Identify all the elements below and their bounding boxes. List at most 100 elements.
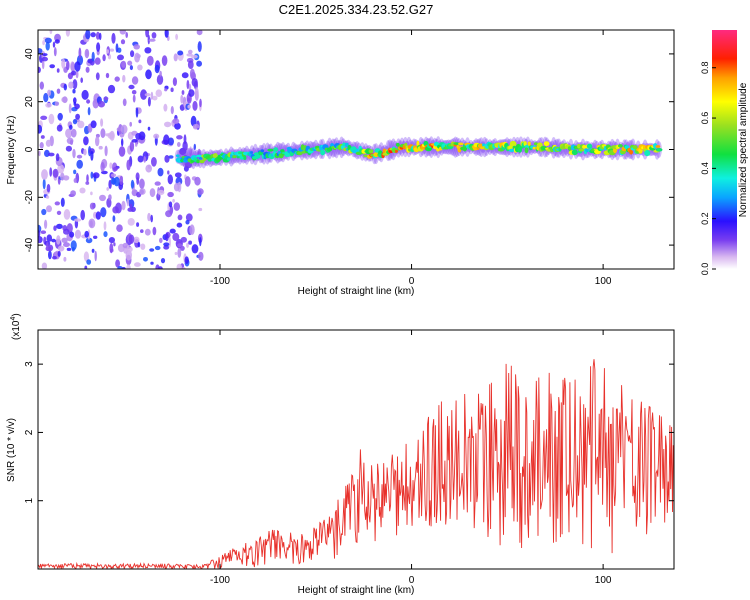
noise-blob	[39, 142, 44, 149]
noise-blob	[68, 103, 72, 114]
noise-blob	[116, 224, 123, 232]
noise-blob	[56, 68, 60, 73]
noise-blob	[38, 48, 43, 54]
trace-point	[232, 155, 237, 159]
noise-blob	[42, 40, 45, 46]
noise-blob	[131, 139, 138, 143]
noise-blob	[79, 187, 86, 194]
noise-blob	[156, 74, 164, 85]
noise-blob	[175, 33, 179, 41]
noise-blob	[139, 188, 146, 195]
noise-blob	[128, 84, 135, 90]
noise-blob	[84, 265, 88, 269]
noise-blob	[176, 222, 183, 228]
noise-blob	[109, 162, 113, 169]
noise-blob	[173, 182, 180, 192]
noise-blob	[93, 235, 98, 239]
noise-blob	[190, 54, 198, 59]
noise-blob	[133, 44, 140, 50]
noise-blob	[86, 174, 89, 183]
noise-blob	[61, 58, 66, 69]
noise-blob	[40, 115, 48, 121]
noise-blob	[74, 61, 81, 72]
noise-blob	[165, 233, 169, 242]
noise-blob	[94, 250, 97, 262]
noise-blob	[106, 187, 109, 191]
noise-blob	[145, 69, 152, 80]
noise-blob	[92, 172, 100, 179]
noise-blob	[85, 181, 90, 185]
noise-blob	[69, 231, 75, 238]
noise-blob	[71, 128, 77, 138]
noise-blob	[173, 202, 180, 211]
noise-blob	[199, 98, 202, 108]
noise-blob	[147, 96, 151, 107]
noise-blob	[163, 245, 170, 250]
noise-blob	[121, 138, 124, 147]
noise-blob	[143, 156, 147, 163]
noise-blob	[168, 236, 171, 248]
noise-blob	[99, 194, 106, 202]
colorbar-tick-label: 0.4	[700, 162, 710, 175]
noise-blob	[192, 100, 198, 111]
trace-point	[394, 149, 398, 153]
noise-blob	[40, 135, 45, 139]
noise-blob	[196, 30, 203, 36]
noise-blob	[53, 225, 57, 231]
noise-blob	[41, 208, 47, 216]
trace-point	[458, 142, 464, 146]
noise-blob	[198, 251, 204, 261]
noise-blob	[103, 96, 109, 101]
noise-blob	[90, 120, 97, 129]
trace-point	[227, 157, 231, 161]
noise-blob	[78, 47, 82, 59]
noise-blob	[40, 230, 47, 234]
noise-blob	[110, 177, 117, 185]
noise-blob	[117, 266, 123, 269]
noise-blob	[104, 145, 108, 157]
noise-blob	[145, 30, 149, 38]
noise-blob	[170, 87, 174, 93]
noise-blob	[111, 32, 116, 44]
colorbar-label: Normalized spectral amplitude	[738, 82, 749, 217]
noise-blob	[43, 92, 49, 103]
noise-blob	[39, 81, 44, 90]
noise-blob	[69, 124, 73, 130]
noise-blob	[83, 251, 89, 262]
noise-blob	[66, 60, 70, 71]
trace-point	[524, 147, 529, 154]
x-tick-label: 100	[595, 575, 612, 586]
snr-series-line	[38, 359, 674, 569]
trace-point	[537, 142, 543, 148]
noise-blob	[94, 57, 101, 65]
noise-blob	[140, 89, 148, 100]
noise-blob	[74, 103, 80, 110]
noise-blob	[168, 155, 174, 159]
noise-blob	[164, 88, 168, 92]
noise-blob	[154, 245, 161, 251]
noise-blob	[128, 246, 133, 252]
noise-blob	[180, 236, 187, 243]
noise-blob	[104, 133, 111, 137]
trace-point	[195, 154, 203, 158]
noise-blob	[71, 247, 75, 252]
noise-blob	[144, 228, 151, 236]
x-tick-label: 0	[409, 575, 415, 586]
noise-blob	[189, 146, 193, 156]
noise-blob	[126, 264, 131, 269]
noise-blob	[126, 198, 130, 207]
noise-blob	[177, 142, 181, 147]
noise-blob	[100, 128, 106, 139]
noise-blob	[117, 54, 124, 61]
trace-point	[644, 150, 651, 157]
noise-blob	[148, 38, 156, 42]
noise-blob	[165, 210, 173, 218]
noise-blob	[157, 189, 165, 195]
noise-blob	[84, 48, 90, 59]
noise-blob	[42, 178, 46, 190]
noise-blob	[115, 259, 120, 268]
noise-blob	[102, 54, 106, 62]
noise-blob	[125, 32, 128, 38]
noise-blob	[130, 179, 135, 189]
